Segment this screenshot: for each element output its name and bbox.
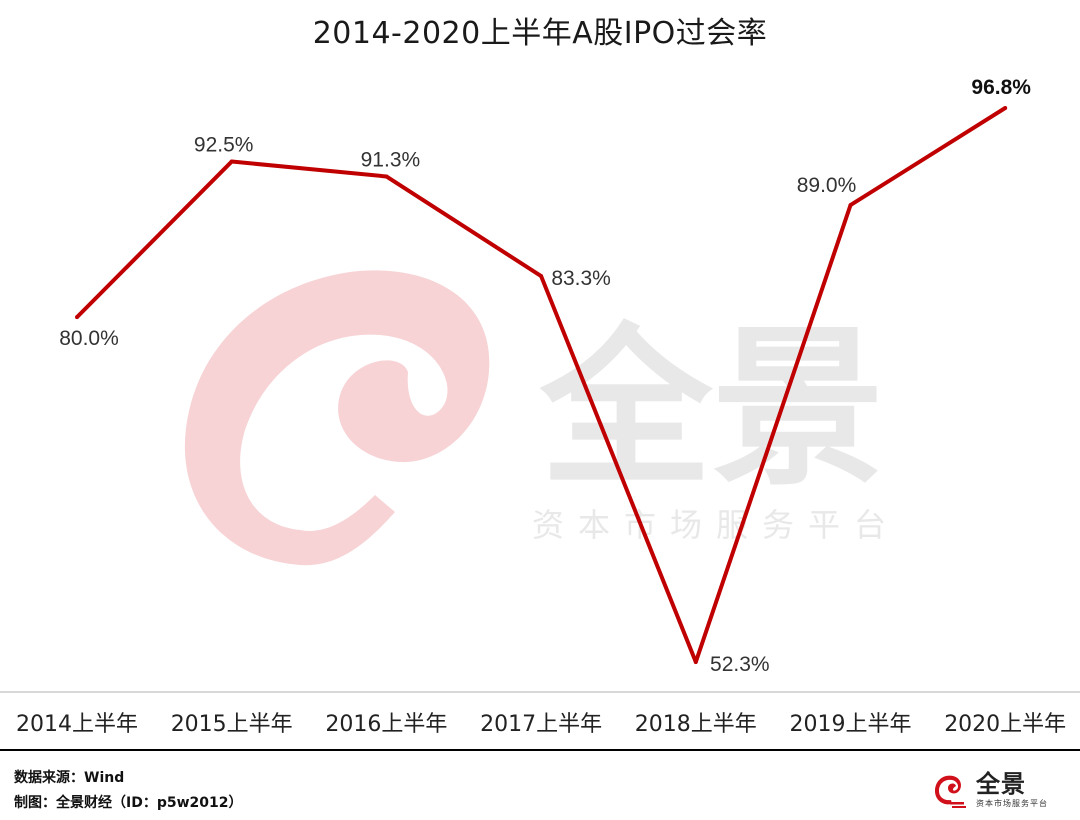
data-label: 80.0% — [59, 327, 119, 350]
x-tick-label: 2014上半年 — [16, 712, 138, 737]
x-tick-label: 2015上半年 — [171, 712, 293, 737]
brand-name: 全景 — [976, 770, 1026, 798]
data-label: 83.3% — [551, 267, 611, 290]
footer-source: 数据来源：Wind — [14, 770, 125, 786]
data-label: 52.3% — [710, 653, 770, 676]
data-label: 89.0% — [797, 174, 857, 197]
data-point — [848, 203, 853, 208]
x-tick-label: 2019上半年 — [790, 712, 912, 737]
data-point — [75, 315, 79, 320]
data-point — [229, 159, 234, 164]
x-tick-label: 2016上半年 — [325, 712, 447, 737]
watermark: 全景 资本市场服务平台 — [184, 270, 900, 566]
chart-title: 2014-2020上半年A股IPO过会率 — [312, 16, 768, 51]
x-axis-ticks: 2014上半年 2015上半年 2016上半年 2017上半年 2018上半年 2019上… — [16, 712, 1066, 737]
watermark-slogan: 资本市场服务平台 — [532, 506, 900, 544]
x-tick-label: 2017上半年 — [480, 712, 602, 737]
data-label: 96.8% — [971, 76, 1031, 99]
data-point — [693, 660, 698, 664]
brand-slogan: 资本市场服务平台 — [976, 799, 1048, 808]
brand-logo: 全景 资本市场服务平台 — [930, 766, 1056, 812]
data-label: 92.5% — [194, 134, 254, 157]
watermark-brand: 全景 — [539, 308, 884, 509]
x-tick-label: 2018上半年 — [635, 712, 757, 737]
footer-credit: 制图：全景财经（ID：p5w2012） — [14, 795, 243, 811]
watermark-logo-icon — [184, 270, 490, 566]
brand-logo-icon — [935, 775, 966, 808]
series-layer: 80.0% 92.5% 91.3% 83.3% 52.3% 89.0% 96.8% — [59, 76, 1031, 676]
data-point — [539, 274, 544, 279]
x-tick-label: 2020上半年 — [944, 712, 1066, 737]
data-point — [1003, 106, 1008, 110]
data-point — [384, 174, 389, 179]
data-label: 91.3% — [361, 148, 421, 171]
